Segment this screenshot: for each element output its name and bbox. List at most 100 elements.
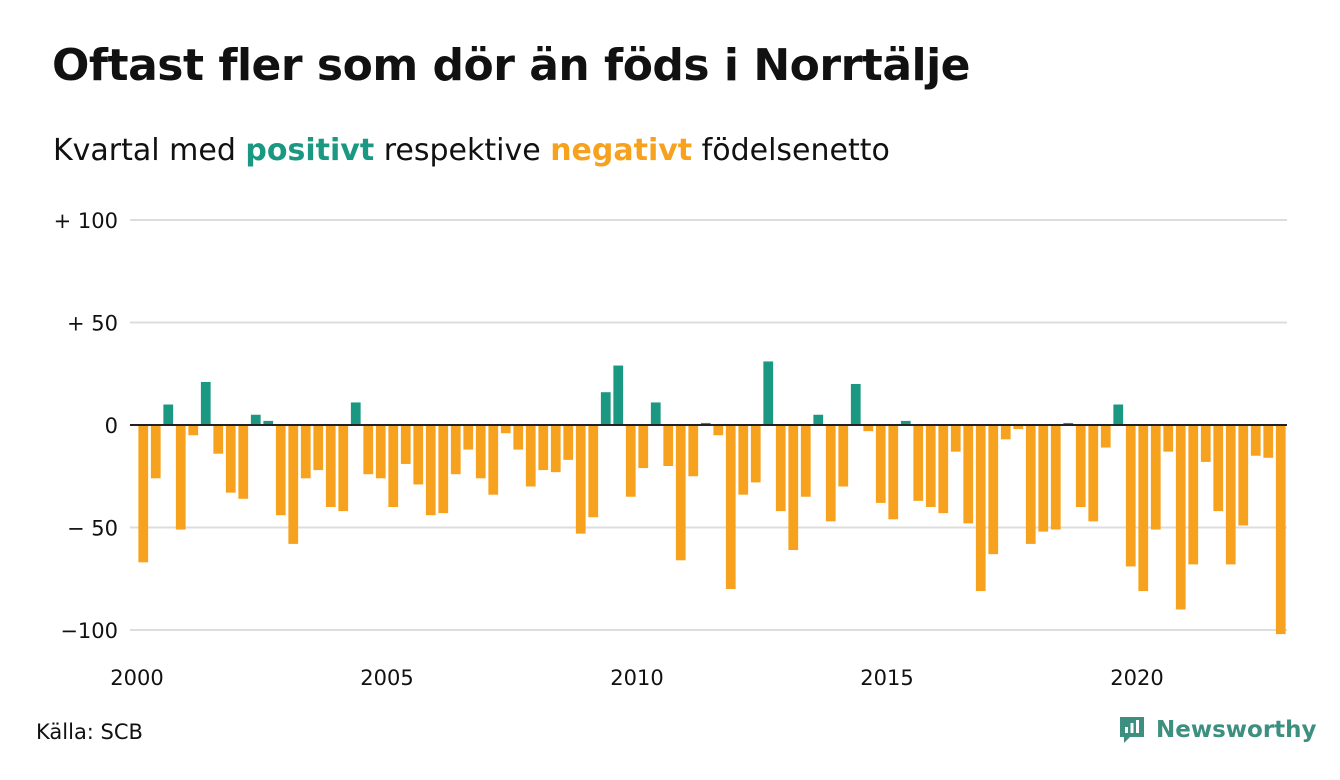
bar	[1263, 425, 1274, 458]
bar	[350, 402, 361, 425]
bar	[1000, 425, 1011, 440]
bar	[463, 425, 474, 450]
bar	[200, 381, 211, 425]
bar	[250, 414, 261, 425]
gridlines	[130, 219, 1287, 631]
bar	[1025, 425, 1036, 544]
newsworthy-logo-icon	[1120, 717, 1144, 743]
subtitle-prefix: Kvartal med	[53, 133, 246, 168]
x-tick-label: 2000	[110, 666, 163, 690]
x-tick-label: 2020	[1110, 666, 1163, 690]
x-tick-label: 2015	[860, 666, 913, 690]
bar	[1163, 425, 1174, 452]
bar	[175, 425, 186, 530]
subtitle-middle: respektive	[374, 133, 551, 168]
bar	[738, 425, 749, 495]
chart-title: Oftast fler som dör än föds i Norrtälje	[52, 40, 971, 91]
bar	[1225, 425, 1236, 565]
bar	[1188, 425, 1199, 565]
brand-logo: Newsworthy	[1118, 712, 1317, 748]
bar	[688, 425, 699, 477]
bar	[750, 425, 761, 483]
bar	[663, 425, 674, 466]
bar	[288, 425, 299, 544]
bar	[625, 425, 636, 497]
bar	[850, 384, 861, 425]
bar	[988, 425, 999, 555]
bar	[925, 425, 936, 507]
bar	[975, 425, 986, 592]
y-tick-label: + 50	[67, 312, 118, 336]
bar	[575, 425, 586, 534]
bar-chart: + 100 + 50 0 − 50 −100 2000 2005 2010 2015 2020	[54, 209, 1287, 690]
bar	[425, 425, 436, 516]
bar	[588, 425, 599, 518]
bar	[888, 425, 899, 520]
bar	[1100, 425, 1111, 448]
bar	[613, 365, 624, 425]
bar	[538, 425, 549, 471]
bar	[225, 425, 236, 493]
bar	[300, 425, 311, 479]
bar	[825, 425, 836, 522]
bar	[813, 414, 824, 425]
bar	[438, 425, 449, 514]
bar	[388, 425, 399, 507]
x-tick-label: 2005	[360, 666, 413, 690]
bar	[1075, 425, 1086, 507]
bar	[1113, 404, 1124, 425]
bar	[875, 425, 886, 503]
bar	[713, 425, 724, 436]
subtitle-positive-word: positivt	[245, 133, 375, 168]
bar	[500, 425, 511, 434]
bar	[1050, 425, 1061, 530]
bar	[938, 425, 949, 514]
bar	[325, 425, 336, 507]
bar	[600, 392, 611, 425]
bar	[263, 420, 274, 425]
bar	[275, 425, 286, 516]
source-note: Källa: SCB	[36, 720, 143, 744]
bar	[1150, 425, 1161, 530]
bar	[950, 425, 961, 452]
bar	[1250, 425, 1261, 456]
bar	[863, 425, 874, 432]
bar	[150, 425, 161, 479]
bar	[488, 425, 499, 495]
bar	[788, 425, 799, 551]
bar	[1238, 425, 1249, 526]
bar	[1275, 425, 1286, 635]
bar	[563, 425, 574, 460]
brand-name: Newsworthy	[1156, 717, 1317, 743]
bar	[1038, 425, 1049, 532]
bar	[338, 425, 349, 512]
bar	[163, 404, 174, 425]
y-tick-label: + 100	[54, 209, 118, 233]
chart-subtitle: Kvartal med positivt respektive negativt…	[53, 133, 890, 168]
bar	[700, 422, 711, 425]
x-axis-ticks: 2000 2005 2010 2015 2020	[110, 666, 1163, 690]
y-tick-label: − 50	[67, 517, 118, 541]
bar	[363, 425, 374, 475]
x-tick-label: 2010	[610, 666, 663, 690]
bar	[525, 425, 536, 487]
bar	[800, 425, 811, 497]
bar	[1175, 425, 1186, 610]
bar	[963, 425, 974, 524]
bar	[1088, 425, 1099, 522]
bar	[763, 361, 774, 425]
y-axis-ticks: + 100 + 50 0 − 50 −100	[54, 209, 118, 643]
y-tick-label: 0	[105, 414, 118, 438]
bar	[238, 425, 249, 499]
bar	[1125, 425, 1136, 567]
bar	[400, 425, 411, 464]
bar	[1200, 425, 1211, 462]
bar	[1013, 425, 1024, 430]
subtitle-negative-word: negativt	[550, 133, 693, 168]
bars	[138, 361, 1286, 635]
bar	[725, 425, 736, 589]
bar	[638, 425, 649, 469]
bar	[513, 425, 524, 450]
bar	[900, 420, 911, 425]
bar	[450, 425, 461, 475]
